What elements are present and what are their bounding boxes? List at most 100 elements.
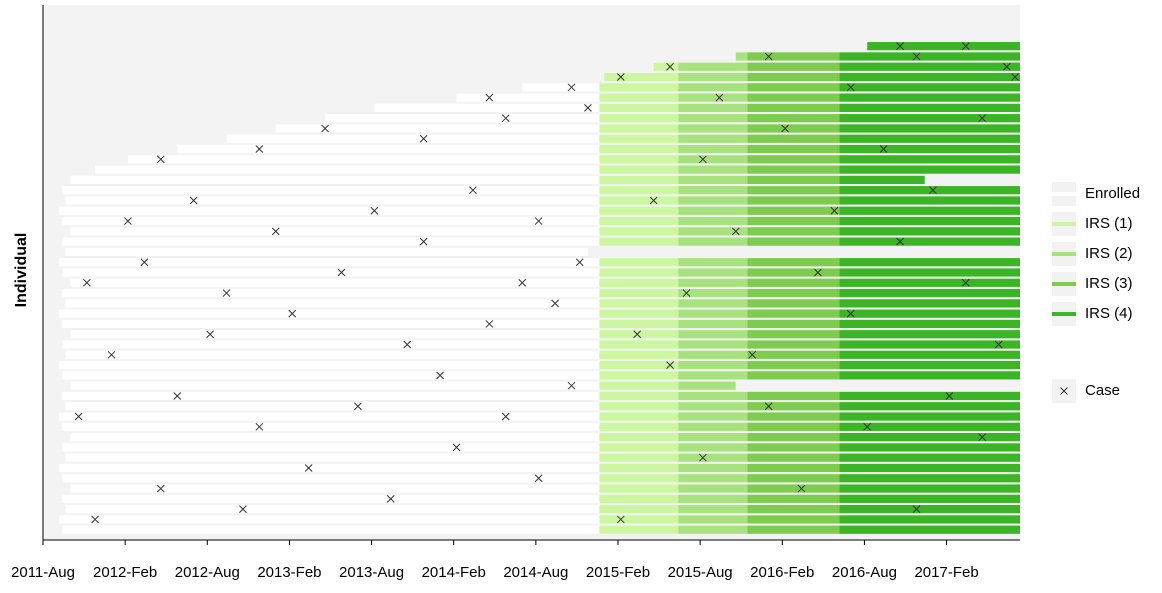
irs-bar <box>839 52 1020 61</box>
enrolled-bar <box>70 433 1020 442</box>
irs-bar <box>599 350 679 359</box>
irs-bar <box>747 360 840 370</box>
irs-bar <box>747 350 840 359</box>
case-marker <box>929 186 937 195</box>
case-marker <box>978 114 987 123</box>
irs-bar <box>839 391 1020 401</box>
irs-bar <box>747 196 840 205</box>
irs-bar <box>678 299 748 308</box>
irs-bar <box>747 165 840 174</box>
irs-bar <box>678 412 748 421</box>
case-marker <box>846 309 855 318</box>
irs-bar <box>839 124 1020 133</box>
case-marker <box>485 93 494 102</box>
irs-bar <box>747 227 840 236</box>
irs-bar <box>747 52 840 61</box>
irs-bar <box>678 515 748 524</box>
irs-bar <box>747 288 840 298</box>
irs-bar <box>599 412 679 421</box>
irs-bar <box>678 391 748 401</box>
irs-bar <box>839 175 925 185</box>
enrolled-bar <box>65 247 588 257</box>
case-marker <box>370 206 379 215</box>
irs-bar <box>839 350 1020 359</box>
case-marker <box>337 268 346 277</box>
irs-bar <box>599 433 679 442</box>
enrolled-bar <box>70 484 1020 493</box>
irs-bar <box>599 144 679 154</box>
irs-bar <box>747 175 840 185</box>
irs-bar <box>839 371 1020 380</box>
case-marker <box>846 83 855 92</box>
enrolled-bar <box>65 402 1021 411</box>
irs-bar <box>678 381 736 390</box>
irs-bar <box>839 237 1020 246</box>
case-marker <box>945 392 954 400</box>
irs-bar <box>747 83 840 92</box>
irs-bar <box>747 278 840 287</box>
case-marker <box>107 350 116 359</box>
irs-bar <box>839 83 1020 92</box>
irs-bar <box>747 216 840 226</box>
irs-bar <box>678 134 748 143</box>
irs-bar <box>678 340 748 349</box>
irs-bar <box>747 412 840 421</box>
irs-bar <box>839 134 1020 143</box>
case-marker <box>173 392 182 400</box>
irs-bar <box>747 134 840 143</box>
case-marker <box>436 371 444 380</box>
irs-bar <box>747 505 840 514</box>
enrolled-bar <box>58 360 1020 370</box>
irs-bar <box>678 186 748 195</box>
irs-bar <box>747 309 840 318</box>
irs-bar <box>839 360 1020 370</box>
irs-bar <box>599 288 679 298</box>
x-tick-label: 2016-Feb <box>750 564 814 581</box>
x-tick-label: 2011-Aug <box>11 564 75 581</box>
irs-bar <box>678 62 748 71</box>
case-marker <box>156 484 165 493</box>
legend-label: IRS (4) <box>1085 305 1133 322</box>
irs-bar <box>747 340 840 349</box>
case-marker <box>551 299 559 308</box>
enrolled-bar <box>58 463 1020 473</box>
enrolled-bar <box>62 494 1020 503</box>
enrolled-bar <box>70 330 1020 339</box>
irs-bar <box>599 515 679 524</box>
legend-label: Case <box>1085 382 1120 399</box>
irs-bar <box>839 299 1020 308</box>
irs-bar <box>599 453 679 462</box>
irs-bar <box>839 206 1020 215</box>
enrolled-bar <box>65 196 1021 205</box>
case-marker <box>575 258 584 267</box>
enrolled-bar <box>127 155 1020 164</box>
irs-bar <box>599 371 679 380</box>
case-marker <box>912 505 921 513</box>
irs-bar <box>747 484 840 493</box>
case-marker <box>781 124 789 133</box>
case-marker <box>501 114 510 123</box>
y-axis-label: Individual <box>13 233 30 308</box>
irs-bar <box>747 124 840 133</box>
irs-bar <box>839 494 1020 503</box>
case-marker <box>961 42 970 51</box>
irs-bar <box>599 216 679 226</box>
irs-bar <box>678 93 748 102</box>
case-marker <box>797 484 806 493</box>
enrolled-bar <box>65 299 1021 308</box>
irs-bar <box>599 268 679 277</box>
irs-bar <box>747 391 840 401</box>
case-marker <box>567 381 576 390</box>
enrolled-bar <box>58 515 1020 524</box>
case-marker <box>386 494 395 503</box>
irs-bar <box>599 484 679 493</box>
case-marker <box>1003 62 1011 71</box>
enrolled-bar <box>65 350 1021 359</box>
irs-bar <box>599 391 679 401</box>
enrolled-bar <box>62 371 1020 380</box>
irs-bar <box>747 422 840 431</box>
case-marker <box>764 52 773 61</box>
x-tick-label: 2013-Feb <box>257 564 321 581</box>
case-marker <box>896 42 904 51</box>
